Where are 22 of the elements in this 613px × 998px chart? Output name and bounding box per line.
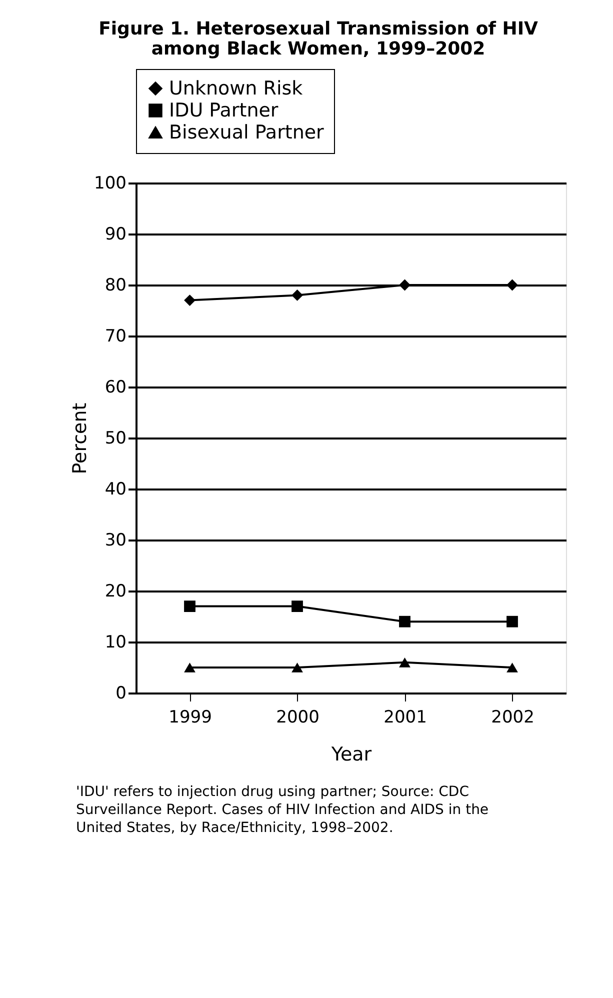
y-tick-label: 30 [104,530,126,550]
x-tick-label: 2001 [384,708,427,728]
y-tick-label: 10 [104,632,126,652]
y-tick-label: 80 [104,276,126,296]
legend-label: IDU Partner [169,100,278,122]
chart-title: Figure 1. Heterosexual Transmission of HIV among Black Women, 1999–2002 [98,18,538,60]
y-tick-label: 50 [104,428,126,448]
text: 'IDU' refers to injection drug using partner; Source: CDC Surveillance Report. Cases of HIV Infection and AIDS in the United States, by Race/Ethnicity, 1998–2002. [76,784,489,836]
legend-label: Unknown Risk [169,78,303,100]
x-axis-title: Year [330,744,372,766]
y-tick-label: 40 [104,480,126,500]
x-tick-label: 2000 [276,708,320,728]
y-tick-label: 0 [116,684,126,704]
x-tick-label: 1999 [168,708,212,728]
y-tick-label: 60 [104,378,126,398]
y-tick-label: 20 [104,582,126,602]
legend-label: Bisexual Partner [169,122,324,144]
y-tick-label: 90 [104,224,126,244]
y-tick-label: 70 [104,326,126,346]
y-axis-title: Percent [69,402,92,474]
y-tick-label: 100 [94,174,126,194]
x-tick-label: 2002 [491,708,534,728]
